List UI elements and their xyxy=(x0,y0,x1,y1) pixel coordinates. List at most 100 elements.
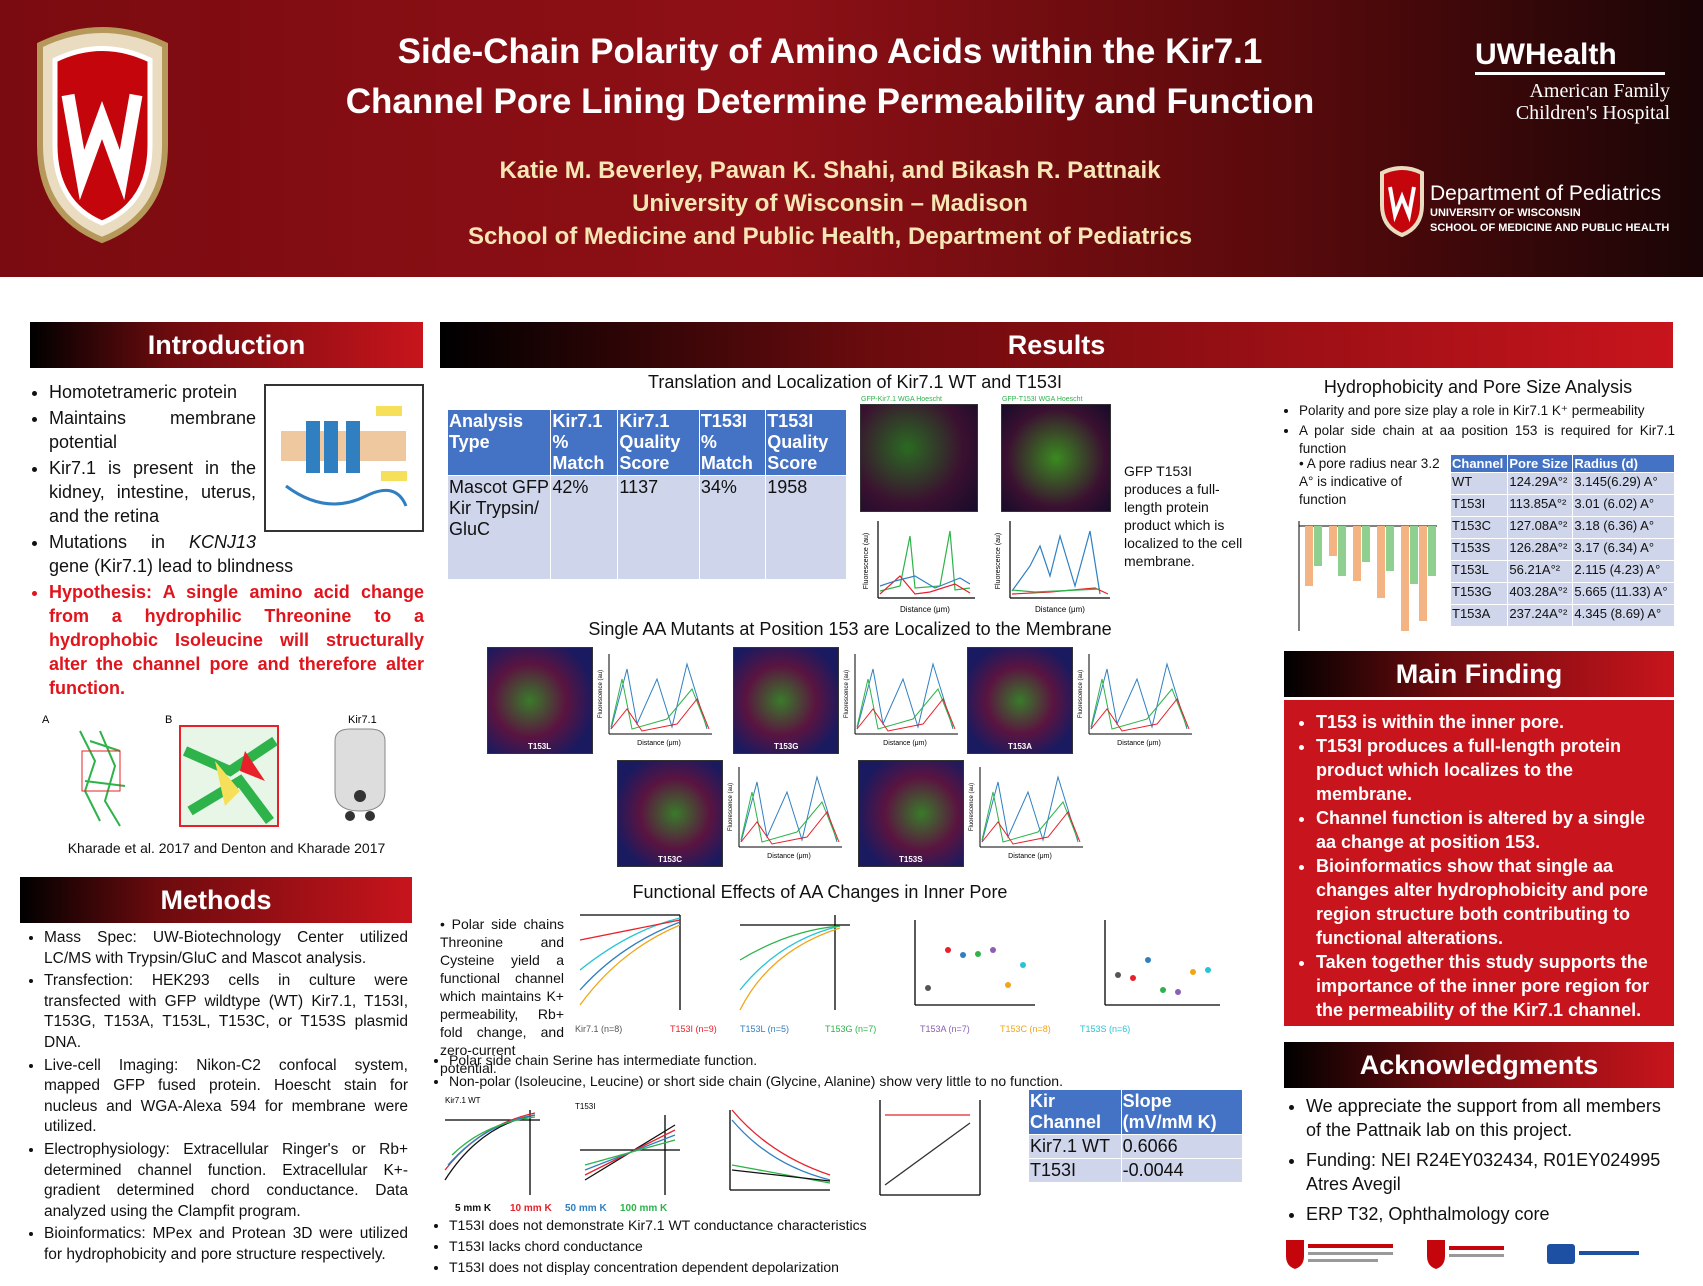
microscopy-image: GFP-Kir7.1 WGA Hoescht xyxy=(860,396,978,512)
bullet-text: Polar side chains Threonine and Cysteine… xyxy=(440,916,564,1076)
hospital-name: American Family xyxy=(1529,80,1670,102)
panel-label: T153G xyxy=(774,742,799,751)
table-cell: 113.85A°² xyxy=(1507,494,1574,517)
subsection-title: Translation and Localization of Kir7.1 W… xyxy=(648,372,1062,392)
table-header: T153I Quality Score xyxy=(765,409,847,476)
legend-entry: 50 mm K xyxy=(565,1203,607,1214)
pore-table: Channel Pore Size Radius (d) WT 124.29A°² 3.1… xyxy=(1449,454,1675,627)
axis-title: Fluorescence (au) xyxy=(995,533,1002,589)
legend-entry: 5 mm K xyxy=(455,1203,492,1214)
ack-text: We appreciate the support from all membe… xyxy=(1284,1094,1674,1232)
plot-title: T153I xyxy=(575,1102,595,1111)
table-cell: 127.08A°² xyxy=(1507,516,1574,539)
dept-crest xyxy=(1380,166,1424,237)
microscopy-image: T153L xyxy=(487,647,593,754)
legend-entry: T153G (n=7) xyxy=(825,1024,876,1034)
trace xyxy=(610,698,710,732)
dept-sub: SCHOOL OF MEDICINE AND PUBLIC HEALTH xyxy=(1430,222,1670,234)
section-heading: Acknowledgments xyxy=(1284,1042,1674,1088)
crest-logo xyxy=(37,27,168,244)
title-line: Channel Pore Lining Determine Permeabili… xyxy=(345,82,1315,121)
section-heading: Methods xyxy=(20,877,412,923)
table-cell: T153I xyxy=(1449,494,1509,517)
trace xyxy=(856,662,954,730)
bullet-item: Taken together this study supports the i… xyxy=(1316,950,1664,1022)
panel-label: B xyxy=(165,714,172,726)
uw-health-logo: UWHealth xyxy=(1475,38,1665,75)
trace xyxy=(740,811,840,845)
legend-entry: Kir7.1 (n=8) xyxy=(575,1024,622,1034)
table-cell: 56.21A°² xyxy=(1507,560,1574,583)
table-row: T153A 237.24A°² 4.345 (8.69) A° xyxy=(1449,604,1675,627)
bullet-text: A pore radius near 3.2 A° is indicative … xyxy=(1299,456,1440,507)
table-cell: 3.01 (6.02) A° xyxy=(1572,494,1675,517)
table-cell: WT xyxy=(1449,472,1509,495)
table-cell: 5.665 (11.33) A° xyxy=(1572,582,1675,605)
intro-text: Homotetrameric proteinMaintains membrane… xyxy=(27,380,424,702)
panel-label: T153C xyxy=(658,855,683,864)
subsection-title: Functional Effects of AA Changes in Inne… xyxy=(632,882,1008,902)
axis-title: Distance (μm) xyxy=(1035,605,1085,614)
bullet-list: T153I does not demonstrate Kir7.1 WT con… xyxy=(435,1216,1235,1277)
axis-title: Fluorescence (au) xyxy=(844,670,850,718)
table-header: Pore Size xyxy=(1507,454,1574,473)
image-label: GFP-Kir7.1 WGA Hoescht xyxy=(861,396,942,403)
table-cell: 237.24A°² xyxy=(1507,604,1574,627)
title-line: Side-Chain Polarity of Amino Acids withi… xyxy=(397,32,1263,71)
axis-title: Distance (μm) xyxy=(637,740,681,747)
bullet-list: Mass Spec: UW-Biotechnology Center utili… xyxy=(22,928,408,1266)
section-heading: Introduction xyxy=(30,322,423,368)
functional-text: • Polar side chains Threonine and Cystei… xyxy=(440,916,564,1076)
trace xyxy=(981,775,1079,843)
authors: Katie M. Beverley, Pawan K. Shahi, and B… xyxy=(499,157,1161,184)
mass-spec-table: Analysis Type Kir7.1 % Match Kir7.1 Qualit… xyxy=(446,409,847,580)
table-cell: 0.6066 xyxy=(1120,1134,1244,1159)
subsection-title: Single AA Mutants at Position 153 are Lo… xyxy=(588,619,1112,639)
trace xyxy=(610,678,708,730)
bullet-item: Channel function is altered by a single … xyxy=(1316,806,1664,854)
table-cell: 42% xyxy=(550,475,619,580)
table-cell: 124.29A°² xyxy=(1507,472,1574,495)
table-cell: 3.17 (6.34) A° xyxy=(1572,538,1675,561)
bullet-item: T153I lacks chord conductance xyxy=(449,1237,1235,1256)
axis-title: Fluorescence (au) xyxy=(598,670,604,718)
axis-title: Distance (μm) xyxy=(900,605,950,614)
axis-title: Distance (μm) xyxy=(767,853,811,860)
table-row: Channel Pore Size Radius (d) xyxy=(1449,454,1675,473)
table-cell: 1958 xyxy=(765,475,847,580)
bullet-item: Maintains membrane potential xyxy=(49,406,424,454)
hypothesis: Hypothesis: A single amino acid change f… xyxy=(49,580,424,700)
bullet-list: Polarity and pore size play a role in Ki… xyxy=(1287,402,1675,458)
table-cell: 3.18 (6.36) A° xyxy=(1572,516,1675,539)
table-cell: 403.28A°² xyxy=(1507,582,1574,605)
legend-entry: T153S (n=6) xyxy=(1080,1024,1130,1034)
university: University of Wisconsin – Madison xyxy=(632,190,1028,217)
table-header: Kir Channel xyxy=(1028,1089,1122,1135)
profile-plot: Distance (μm) Fluorescence (au) xyxy=(598,654,712,747)
profile-plot: Distance (μm) Fluorescence (au) xyxy=(1078,654,1192,747)
legend-entry: 100 mm K xyxy=(620,1203,668,1214)
caption: GFP T153I produces a full-length protein… xyxy=(1124,463,1243,569)
bullet-item: Homotetrameric protein xyxy=(49,380,424,404)
bullet-item: Electrophysiology: Extracellular Ringer'… xyxy=(44,1140,408,1222)
profile-plot: Distance (μm) Fluorescence (au) xyxy=(844,654,958,747)
bullet-item: ERP T32, Ophthalmology core xyxy=(1306,1202,1674,1226)
trace xyxy=(1090,698,1190,732)
legend-entry: T153I (n=9) xyxy=(670,1024,717,1034)
table-header: Channel xyxy=(1449,454,1509,473)
axis-title: Fluorescence (au) xyxy=(728,783,734,831)
legend-entry: T153C (n=8) xyxy=(1000,1024,1051,1034)
panel-label: T153A xyxy=(1008,742,1033,751)
table-cell: 3.145(6.29) A° xyxy=(1572,472,1675,495)
trace xyxy=(740,791,838,843)
profile-plots: Distance (μm) Distance (μm) Fluorescence… xyxy=(863,521,1110,614)
table-row: WT 124.29A°² 3.145(6.29) A° xyxy=(1449,472,1675,495)
panel-label: A xyxy=(42,714,50,726)
plot-title: Kir7.1 WT xyxy=(445,1096,481,1105)
hospital-name: Children's Hospital xyxy=(1515,102,1670,124)
trace xyxy=(610,662,708,730)
gene-name: KCNJ13 xyxy=(188,532,256,552)
bullet-item: A polar side chain at aa position 153 is… xyxy=(1299,422,1675,458)
sponsor-logos xyxy=(1286,1240,1639,1269)
